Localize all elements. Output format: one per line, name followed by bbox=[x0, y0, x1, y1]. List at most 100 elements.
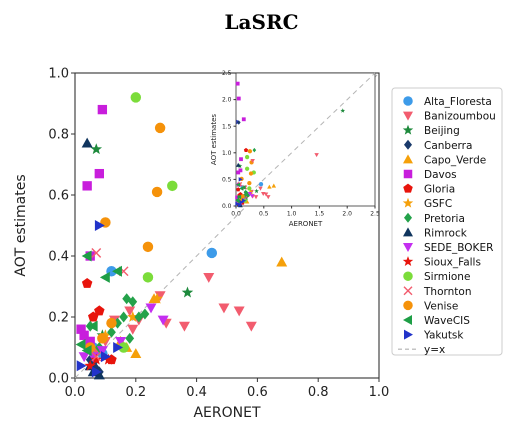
series-wavecis bbox=[75, 250, 122, 357]
data-point bbox=[118, 342, 129, 353]
legend-marker bbox=[404, 329, 413, 340]
legend-label: SEDE_BOKER bbox=[424, 242, 493, 254]
inset-data-point bbox=[252, 147, 257, 153]
data-point bbox=[178, 321, 190, 332]
data-point bbox=[94, 220, 105, 231]
legend-label: Alta_Floresta bbox=[424, 96, 492, 108]
inset-y-axis-label: AOT estimates bbox=[210, 114, 218, 165]
inset-data-point bbox=[238, 177, 243, 182]
inset-data-points bbox=[234, 81, 346, 208]
data-point bbox=[218, 303, 230, 314]
inset-data-point bbox=[235, 81, 240, 86]
inset-data-point bbox=[241, 198, 247, 203]
legend-marker bbox=[403, 315, 412, 325]
marker-stroke bbox=[403, 286, 413, 296]
figure-title: LaSRC bbox=[224, 10, 299, 34]
data-point bbox=[82, 181, 92, 191]
legend-item-gsfc: GSFC bbox=[402, 197, 452, 210]
y-tick-label: 0.8 bbox=[48, 128, 69, 143]
data-point bbox=[91, 351, 102, 362]
inset-data-point bbox=[244, 154, 250, 160]
legend-marker bbox=[402, 197, 414, 208]
legend-marker bbox=[403, 243, 413, 252]
data-point bbox=[93, 369, 105, 380]
legend-item-capo-verde: Capo_Verde bbox=[403, 154, 486, 166]
inset-x-tick-label: 0.5 bbox=[259, 211, 269, 218]
inset-data-point bbox=[244, 166, 250, 171]
main-data-points bbox=[75, 92, 288, 380]
y-tick-label: 0.0 bbox=[48, 372, 69, 387]
inset-data-point bbox=[236, 170, 241, 175]
legend-marker bbox=[403, 271, 413, 281]
data-point bbox=[112, 265, 122, 277]
data-point bbox=[84, 359, 96, 371]
inset-data-point bbox=[258, 182, 264, 187]
legend-marker bbox=[404, 139, 412, 150]
data-point bbox=[127, 310, 139, 322]
legend-marker bbox=[402, 256, 414, 267]
inset-x-tick-label: 1.5 bbox=[315, 211, 325, 218]
inset-data-point bbox=[271, 183, 277, 188]
inset-x-tick-label: 2.0 bbox=[342, 211, 352, 218]
x-tick-label: 0.4 bbox=[186, 385, 207, 400]
data-point bbox=[90, 353, 103, 365]
data-point bbox=[113, 342, 124, 353]
inset-data-point bbox=[236, 120, 241, 125]
data-point bbox=[142, 272, 154, 283]
inset-data-point bbox=[236, 96, 241, 101]
legend-item-rimrock: Rimrock bbox=[403, 227, 468, 239]
legend-marker bbox=[402, 124, 414, 135]
inset-data-point bbox=[244, 199, 250, 204]
inset-x-tick-label: 0.0 bbox=[231, 211, 241, 218]
inset-x-tick-label: 2.5 bbox=[370, 211, 380, 218]
legend: Alta_Floresta Banizoumbou Beijing Canberra C… bbox=[391, 87, 503, 356]
legend-item-banizoumbou: Banizoumbou bbox=[403, 111, 496, 123]
series-sirmione bbox=[118, 92, 178, 353]
series-sioux-falls bbox=[84, 353, 115, 371]
series-thornton bbox=[91, 248, 129, 362]
data-point bbox=[101, 351, 111, 363]
legend-item-wavecis: WaveCIS bbox=[403, 315, 470, 327]
inset-data-point bbox=[235, 182, 241, 187]
inset-data-point bbox=[247, 180, 252, 186]
x-tick-label: 0.0 bbox=[65, 385, 86, 400]
inset-data-point bbox=[260, 191, 266, 197]
legend-item-sioux-falls: Sioux_Falls bbox=[402, 256, 481, 269]
inset-data-point bbox=[247, 191, 253, 197]
inset-series-wavecis bbox=[234, 182, 246, 204]
y-tick-label: 0.2 bbox=[48, 311, 69, 326]
inset-data-point bbox=[239, 157, 243, 162]
inset-data-point bbox=[265, 195, 271, 200]
series-pretoria bbox=[85, 293, 150, 353]
data-point bbox=[85, 354, 95, 366]
legend-label: Rimrock bbox=[424, 227, 468, 239]
legend-item-pretoria: Pretoria bbox=[404, 212, 465, 225]
data-point bbox=[96, 346, 108, 357]
inset-plot: 0.0 0.5 1.0 1.5 2.0 2.5 0.0 0.5 1.0 1.5 2.0 2.5 AERO… bbox=[210, 70, 380, 228]
data-point bbox=[157, 315, 169, 326]
data-point bbox=[106, 317, 117, 329]
data-point bbox=[76, 324, 86, 334]
data-point bbox=[91, 248, 102, 258]
y-tick-label: 1.0 bbox=[48, 67, 69, 82]
inset-data-point bbox=[235, 162, 241, 167]
legend-item-y-x: y=x bbox=[398, 344, 445, 356]
data-point bbox=[154, 122, 166, 134]
legend-label: Thornton bbox=[423, 286, 471, 298]
y-axis-label: AOT estimates bbox=[13, 174, 29, 276]
inset-y-tick-label: 1.0 bbox=[222, 150, 232, 157]
data-point bbox=[94, 168, 104, 179]
legend-marker bbox=[403, 300, 413, 311]
inset-data-point bbox=[258, 186, 263, 191]
legend-item-canberra: Canberra bbox=[404, 139, 472, 152]
data-point bbox=[91, 366, 102, 378]
legend-item-sirmione: Sirmione bbox=[403, 271, 470, 283]
legend-marker bbox=[403, 183, 413, 193]
inset-data-point bbox=[267, 184, 272, 189]
legend-marker bbox=[403, 111, 413, 121]
legend-label: Yakutsk bbox=[423, 330, 464, 342]
data-point bbox=[130, 348, 142, 358]
inset-y-tick-label: 1.5 bbox=[222, 123, 232, 130]
data-point bbox=[128, 296, 138, 308]
